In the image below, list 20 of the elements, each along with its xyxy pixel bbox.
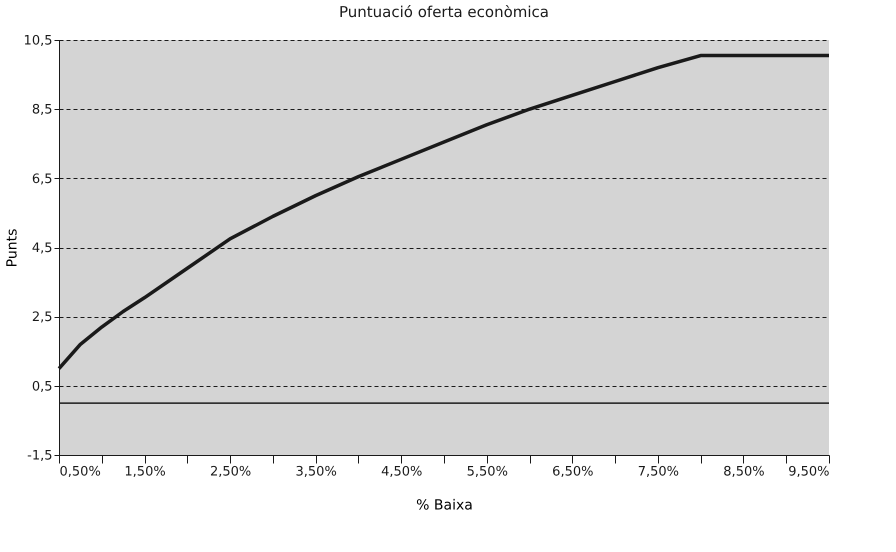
x-tick-label: 2,50% <box>210 464 252 480</box>
x-tick-label: 9,50% <box>788 464 830 480</box>
x-tick-label: 8,50% <box>723 464 765 480</box>
x-tick-label: 6,50% <box>552 464 594 480</box>
y-tick-label: 10,5 <box>24 34 52 48</box>
x-axis-title: % Baixa <box>416 498 473 514</box>
chart-title: Puntuació oferta econòmica <box>339 3 549 21</box>
y-tick-label: -1,5 <box>27 448 52 464</box>
x-tick-label: 0,50% <box>60 464 101 480</box>
x-tick-label: 1,50% <box>124 464 166 480</box>
y-tick-label: 2,5 <box>32 310 52 326</box>
y-tick-label: 4,5 <box>32 241 52 256</box>
y-tick-label: 6,5 <box>32 172 52 187</box>
y-tick-label: 0,5 <box>32 379 52 394</box>
y-tick-label: 8,5 <box>32 102 52 118</box>
y-axis-title: Punts <box>4 228 21 268</box>
x-tick-label: 5,50% <box>466 464 508 480</box>
x-tick-label: 7,50% <box>638 464 680 480</box>
x-tick-label: 3,50% <box>296 464 337 480</box>
x-tick-label: 4,50% <box>381 464 422 480</box>
